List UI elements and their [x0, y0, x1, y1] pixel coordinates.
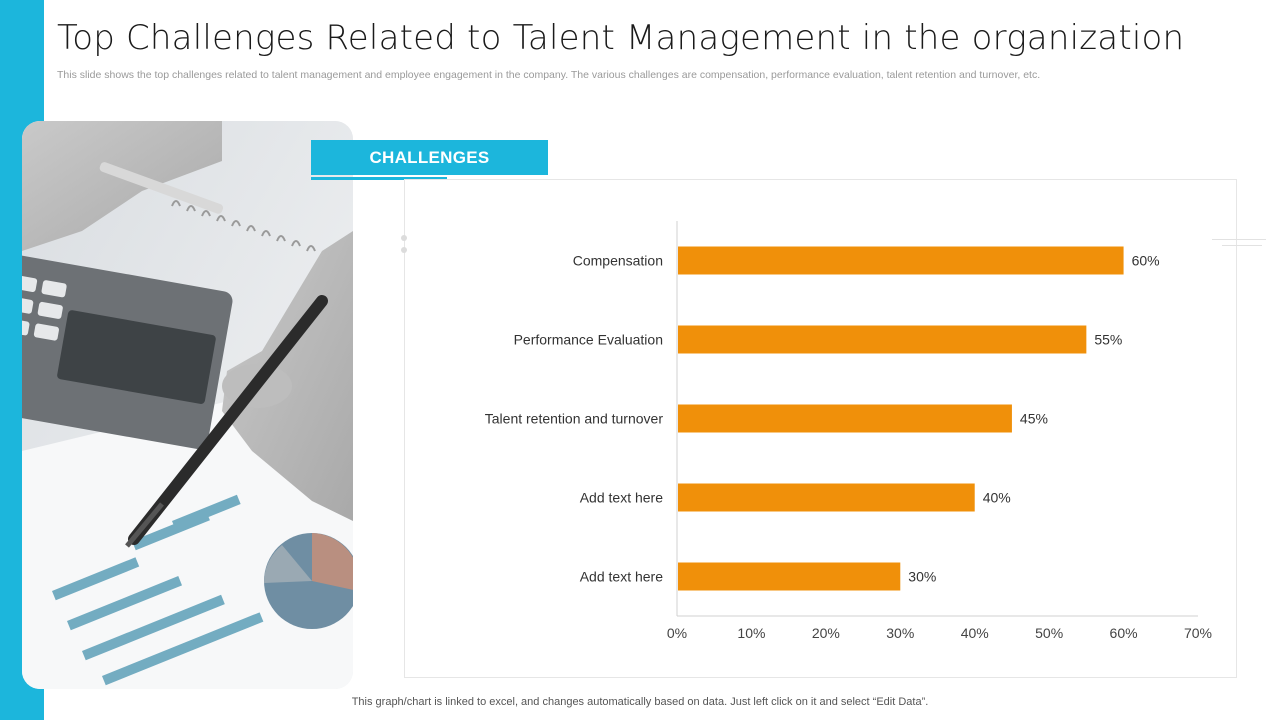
- footer-note-text: This graph/chart is linked to excel, and…: [351, 696, 929, 708]
- bar-5: [678, 562, 901, 591]
- bar-1: [678, 246, 1124, 275]
- x-tick-label: 30%: [886, 625, 914, 641]
- desk-photo: [22, 121, 353, 689]
- chart-resize-handle[interactable]: [401, 247, 407, 253]
- data-label: 40%: [983, 490, 1011, 506]
- x-tick-label: 70%: [1184, 625, 1212, 641]
- section-label-underline: [311, 177, 447, 180]
- data-label: 55%: [1094, 332, 1122, 348]
- x-tick-label: 0%: [667, 625, 687, 641]
- bar-4: [678, 483, 975, 512]
- slide-subtitle: This slide shows the top challenges rela…: [57, 69, 1041, 81]
- challenges-section-label: CHALLENGES: [311, 140, 548, 175]
- category-label: Add text here: [580, 490, 663, 506]
- chart-resize-handle[interactable]: [401, 235, 407, 241]
- category-label: Performance Evaluation: [514, 332, 663, 348]
- data-label: 45%: [1020, 411, 1048, 427]
- decorative-line: [1222, 245, 1262, 246]
- slide-title: Top Challenges Related to Talent Managem…: [57, 18, 1185, 58]
- category-label: Compensation: [573, 253, 663, 269]
- bar-3: [678, 404, 1012, 433]
- desk-photo-illustration: [22, 121, 353, 689]
- x-tick-label: 60%: [1110, 625, 1138, 641]
- data-label: 60%: [1132, 253, 1160, 269]
- category-label: Add text here: [580, 569, 663, 585]
- category-label: Talent retention and turnover: [485, 411, 664, 427]
- x-tick-label: 40%: [961, 625, 989, 641]
- x-tick-label: 50%: [1035, 625, 1063, 641]
- horizontal-bar-chart[interactable]: 0% 10% 20% 30% 40% 50% 60% 70% Compensation 60% Pe…: [404, 179, 1237, 678]
- bar-2: [678, 325, 1087, 354]
- data-label: 30%: [908, 569, 936, 585]
- decorative-line: [1212, 239, 1266, 240]
- x-tick-label: 20%: [812, 625, 840, 641]
- footer-note: This graph/chart is linked to excel, and…: [0, 696, 1280, 708]
- x-tick-label: 10%: [737, 625, 765, 641]
